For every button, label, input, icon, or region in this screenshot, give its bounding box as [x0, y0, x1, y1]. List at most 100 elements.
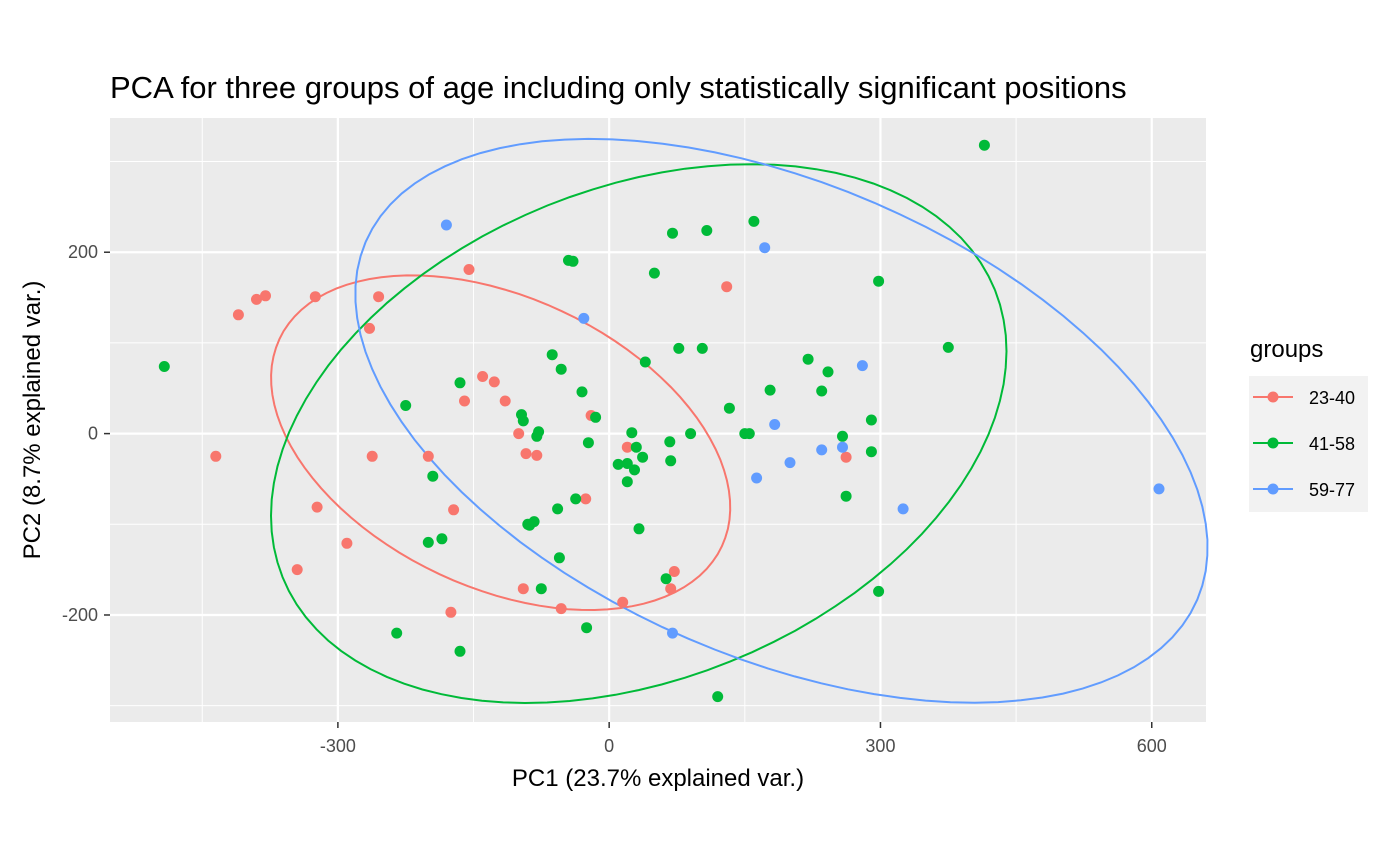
data-point — [769, 419, 781, 430]
data-point — [978, 139, 990, 151]
data-point — [528, 516, 540, 528]
y-tick-label: 200 — [68, 242, 98, 262]
data-point — [570, 493, 582, 505]
data-point — [581, 622, 593, 634]
legend-key-point — [1267, 437, 1279, 449]
data-point — [751, 472, 763, 484]
data-point — [856, 360, 868, 372]
data-point — [626, 427, 638, 439]
data-point — [621, 476, 633, 488]
data-point — [251, 293, 262, 305]
data-point — [816, 385, 828, 397]
data-point — [513, 428, 525, 440]
data-point — [436, 533, 448, 545]
data-point — [764, 384, 776, 396]
data-point — [617, 596, 629, 608]
data-point — [552, 503, 564, 515]
data-point — [445, 606, 457, 618]
y-axis-ticks: -200 0 200 — [62, 242, 110, 625]
data-point — [873, 585, 885, 597]
data-point — [546, 349, 558, 361]
data-point — [629, 464, 640, 476]
data-point — [576, 386, 588, 398]
series-23-40 — [210, 264, 852, 618]
legend-label: 41-58 — [1309, 434, 1355, 454]
legend: groups 23-40 41-58 59-77 — [1249, 336, 1368, 512]
data-points — [158, 139, 1165, 703]
data-point — [840, 490, 852, 502]
data-point — [520, 448, 532, 460]
data-point — [311, 501, 323, 513]
data-point — [621, 458, 633, 469]
data-point — [673, 342, 685, 354]
data-point — [667, 227, 678, 239]
legend-items: 23-40 41-58 59-77 — [1253, 388, 1355, 500]
data-point — [210, 450, 222, 462]
data-point — [533, 426, 545, 438]
data-point — [555, 603, 567, 615]
data-point — [364, 322, 375, 334]
data-point — [712, 691, 724, 703]
data-point — [488, 376, 500, 388]
data-point — [459, 395, 470, 407]
data-point — [648, 267, 660, 279]
data-point — [837, 430, 848, 442]
chart-title: PCA for three groups of age including on… — [110, 70, 1127, 105]
data-point — [837, 441, 848, 453]
data-point — [667, 627, 678, 639]
x-tick-label: -300 — [320, 736, 356, 756]
legend-key-point — [1267, 483, 1279, 495]
data-point — [897, 503, 909, 515]
legend-item-41-58: 41-58 — [1253, 434, 1355, 454]
data-point — [743, 428, 755, 440]
y-tick-label: -200 — [62, 605, 98, 625]
data-point — [696, 342, 708, 354]
data-point — [633, 523, 645, 535]
data-point — [422, 536, 434, 548]
grid-minor — [110, 118, 1206, 722]
data-point — [668, 566, 680, 577]
data-point — [784, 457, 796, 469]
data-point — [341, 537, 353, 549]
grid-major — [110, 118, 1206, 722]
legend-item-23-40: 23-40 — [1253, 388, 1355, 408]
x-tick-label: 600 — [1137, 736, 1167, 756]
data-point — [723, 402, 735, 414]
data-point — [555, 363, 567, 375]
x-tick-label: 300 — [865, 736, 895, 756]
data-point — [1153, 483, 1165, 495]
legend-label: 23-40 — [1309, 388, 1355, 408]
data-point — [630, 441, 642, 453]
plot-panel — [110, 118, 1206, 722]
data-point — [665, 455, 677, 467]
data-point — [802, 353, 814, 365]
data-point — [942, 341, 954, 353]
data-point — [665, 583, 677, 595]
legend-title: groups — [1250, 336, 1323, 363]
data-point — [664, 436, 676, 448]
data-point — [612, 458, 624, 470]
data-point — [477, 371, 489, 382]
y-axis-title: PC2 (8.7% explained var.) — [19, 281, 46, 560]
data-point — [580, 493, 592, 505]
x-tick-label: 0 — [604, 736, 614, 756]
data-point — [366, 450, 378, 462]
data-point — [448, 504, 460, 516]
data-point — [873, 275, 885, 287]
data-point — [567, 255, 579, 267]
data-point — [701, 225, 713, 236]
data-point — [816, 444, 828, 456]
data-point — [840, 451, 852, 463]
data-point — [621, 441, 633, 453]
data-point — [639, 356, 651, 368]
data-point — [291, 564, 303, 576]
data-point — [400, 400, 412, 411]
ellipse-59-77 — [354, 137, 1209, 704]
legend-item-59-77: 59-77 — [1253, 480, 1355, 500]
x-axis-ticks: -300 0 300 600 — [320, 722, 1167, 756]
ellipse-41-58 — [269, 163, 1008, 705]
data-point — [373, 291, 385, 303]
data-point — [590, 411, 602, 423]
x-axis-title: PC1 (23.7% explained var.) — [512, 765, 804, 792]
data-point — [822, 366, 834, 378]
